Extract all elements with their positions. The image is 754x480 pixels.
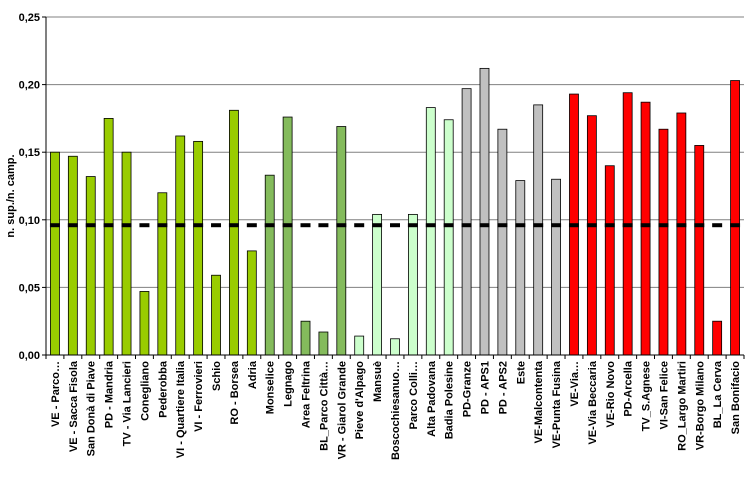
y-tick-labels: 0,00 0,05 0,10 0,15 0,20 0,25	[19, 12, 40, 362]
bar	[443, 119, 454, 356]
x-tick-label: BL_La Cerva	[712, 360, 724, 428]
bar	[175, 135, 186, 356]
bar	[658, 128, 669, 356]
x-tick-label: VR - Giarol Grande	[336, 361, 348, 459]
gridlines	[46, 16, 744, 288]
x-tick-label: PD - APS1	[479, 361, 491, 414]
x-tick-label: TV - Via Lancieri	[122, 361, 134, 446]
bar	[694, 145, 705, 356]
x-tick-label: VE - Parco…	[50, 361, 62, 427]
bar	[586, 115, 597, 356]
bar	[551, 178, 561, 356]
x-tick-label: VE-Rio Novo	[605, 361, 617, 428]
x-tick-label: VI-San Felice	[658, 361, 670, 429]
bar	[336, 126, 347, 356]
bar	[282, 116, 293, 356]
bar	[246, 250, 257, 356]
x-tick-label: Pederobba	[157, 360, 169, 418]
bar	[139, 291, 150, 356]
x-tick-label: Este	[515, 361, 527, 384]
x-tick-label: BL_Parco Città…	[318, 361, 330, 451]
x-tick-label: PD-Arcella	[623, 360, 635, 417]
bar	[103, 118, 114, 356]
bar	[515, 180, 526, 356]
axes	[42, 16, 745, 359]
bar	[604, 165, 615, 356]
bar	[533, 104, 544, 356]
x-tick-label: Area Feltrina	[301, 360, 313, 428]
x-tick-label: Parco Colli…	[408, 361, 420, 429]
x-tick-label: VI - Quartiere Italia	[175, 360, 187, 458]
bar	[67, 155, 78, 356]
bar	[50, 151, 60, 356]
bar	[354, 335, 365, 356]
bar	[318, 331, 329, 356]
bar	[372, 213, 383, 356]
x-tick-label: Mansuè	[372, 361, 384, 402]
x-tick-label: PD-Granze	[462, 361, 474, 417]
x-tick-label: Boscochiesanuo…	[390, 361, 402, 460]
x-tick-label: Legnago	[283, 361, 295, 407]
x-tick-label: San Donà di Piave	[86, 361, 98, 456]
bar	[479, 67, 490, 356]
x-tick-label: Schio	[211, 361, 223, 391]
y-tick-label: 0,15	[19, 147, 40, 159]
x-tick-label: VE-Via Beccaria	[587, 360, 599, 444]
x-tick-label: VE - Sacca Fisola	[68, 360, 80, 452]
bar	[193, 140, 204, 356]
x-tick-label: VE-Malcontenta	[533, 360, 545, 443]
bar	[676, 112, 687, 356]
x-tick-labels: VE - Parco… VE - Sacca Fisola San Donà di …	[50, 360, 742, 460]
y-tick-label: 0,20	[19, 80, 40, 92]
bars	[50, 67, 740, 356]
y-tick-label: 0,00	[19, 350, 40, 362]
x-tick-label: TV_S.Agnese	[641, 361, 653, 431]
bar	[712, 320, 723, 356]
x-tick-label: RO_Largo Martiri	[676, 361, 688, 451]
x-tick-label: San Bonifacio	[730, 361, 742, 435]
y-tick-label: 0,25	[19, 12, 40, 24]
x-tick-label: Pieve d'Alpago	[354, 361, 366, 440]
x-tick-label: Badia Polesine	[444, 361, 456, 439]
bar	[407, 213, 418, 356]
bar	[121, 151, 132, 356]
bar	[640, 101, 651, 356]
x-tick-label: Alta Padovana	[426, 360, 438, 437]
bar	[300, 320, 311, 356]
x-tick-label: RO - Borsea	[229, 360, 241, 424]
x-tick-label: VR-Borgo Milano	[694, 361, 706, 450]
bar	[229, 109, 239, 356]
bar	[85, 176, 96, 356]
x-tick-label: PD - APS2	[497, 361, 509, 414]
bar	[497, 128, 508, 356]
x-tick-label: VE-Via…	[569, 361, 581, 407]
bar	[264, 174, 275, 356]
bar	[730, 80, 740, 356]
x-tick-label: Monselice	[265, 361, 277, 414]
y-tick-label: 0,05	[19, 282, 40, 294]
bar	[211, 274, 221, 356]
x-tick-label: PD - Mandria	[104, 360, 116, 428]
x-tick-label: VE-Punta Fusina	[551, 360, 563, 448]
bar	[461, 88, 472, 356]
x-tick-label: VI - Ferrovieri	[193, 361, 205, 432]
bar	[157, 192, 168, 356]
y-axis-label: n. sup./n. camp.	[5, 154, 17, 237]
bar	[390, 338, 400, 356]
x-tick-label: Conegliano	[139, 361, 151, 421]
bar	[425, 107, 436, 356]
x-tick-label: Adria	[247, 360, 259, 389]
y-tick-label: 0,10	[19, 215, 40, 227]
